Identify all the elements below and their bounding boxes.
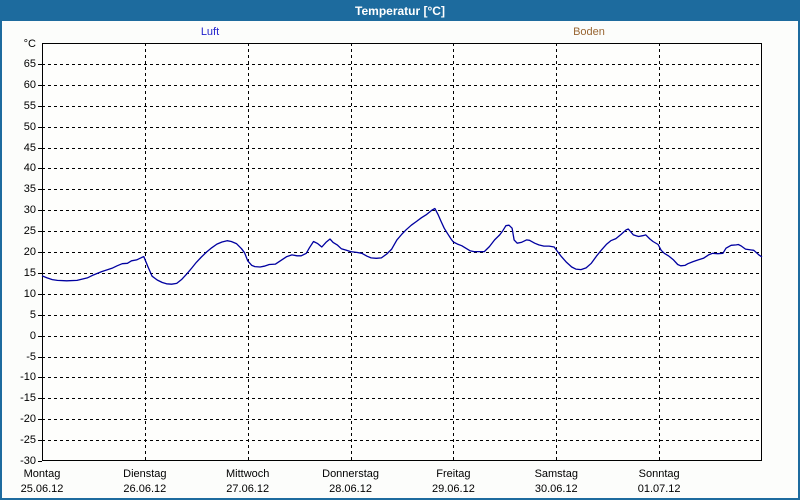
y-tick-label: 65 (23, 57, 36, 70)
legend-boden: Boden (573, 26, 605, 38)
x-day-label: Freitag (436, 468, 471, 480)
x-date-label: 30.06.12 (534, 483, 578, 495)
x-date-label: 27.06.12 (226, 483, 270, 495)
x-date-label: 29.06.12 (432, 483, 475, 495)
legend-luft: Luft (200, 26, 220, 38)
y-tick-label: 55 (23, 99, 36, 112)
y-tick-label: 50 (23, 120, 36, 133)
y-tick-label: 20 (23, 246, 36, 258)
y-tick-label: 35 (23, 183, 36, 196)
x-date-label: 25.06.12 (20, 483, 64, 495)
x-date-label: 28.06.12 (329, 483, 372, 495)
x-day-label: Dienstag (123, 468, 167, 480)
y-tick-label: 0 (29, 329, 36, 342)
window-titlebar: Temperatur [°C] (2, 2, 798, 21)
x-day-label: Sonntag (638, 468, 680, 480)
y-tick-label: -10 (20, 371, 36, 384)
y-tick-label: -15 (20, 392, 36, 405)
y-tick-label: -25 (20, 434, 36, 447)
y-tick-label: -30 (20, 455, 36, 467)
x-date-label: 26.06.12 (123, 483, 167, 495)
window-title: Temperatur [°C] (355, 4, 445, 18)
y-tick-label: 40 (23, 162, 36, 175)
series-luft-line (41, 207, 763, 285)
x-day-label: Mittwoch (226, 468, 270, 480)
y-tick-label: 45 (23, 141, 36, 154)
y-tick-label: -5 (26, 350, 36, 363)
y-tick-label: 5 (29, 308, 36, 321)
y-axis-unit: °C (23, 38, 36, 50)
y-tick-label: -20 (20, 413, 36, 426)
x-day-label: Samstag (534, 468, 578, 480)
y-tick-label: 10 (23, 287, 36, 300)
x-date-label: 01.07.12 (637, 483, 681, 495)
x-day-label: Montag (23, 468, 61, 480)
y-tick-label: 25 (23, 225, 36, 238)
y-tick-label: 15 (23, 266, 36, 279)
y-tick-label: 30 (23, 204, 36, 217)
y-tick-label: 60 (23, 78, 36, 91)
x-day-label: Donnerstag (322, 468, 379, 480)
